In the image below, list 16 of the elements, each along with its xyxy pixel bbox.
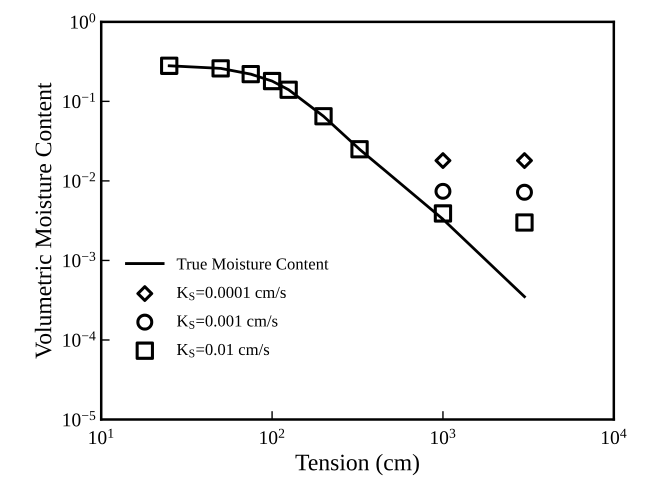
x-tick-label: 10$^{3}$ [431,428,456,444]
x-tick-label: 10$^{1}$ [89,428,114,444]
legend-label: True Moisture Content [176,258,329,270]
y-tick-label: 10$^{−1}$ [63,92,96,108]
x-tick-label: 10$^{4}$ [602,428,626,444]
x-axis-title: Tension (cm) [296,454,419,476]
legend-label: K$_{S}$=0.001 cm/s [176,315,278,329]
x-tick-label: 10$^{2}$ [260,428,284,444]
y-tick-label: 10$^{−2}$ [63,172,96,188]
y-axis-title: Volumetric Moisture Content [34,82,52,359]
y-tick-label: 10$^{0}$ [71,13,96,29]
legend-label: K$_{S}$=0.0001 cm/s [176,286,286,300]
y-tick-label: 10$^{−4}$ [63,331,96,347]
legend-label: K$_{S}$=0.01 cm/s [176,344,270,358]
y-tick-label: 10$^{−5}$ [63,411,96,426]
y-tick-label: 10$^{−3}$ [63,252,96,268]
